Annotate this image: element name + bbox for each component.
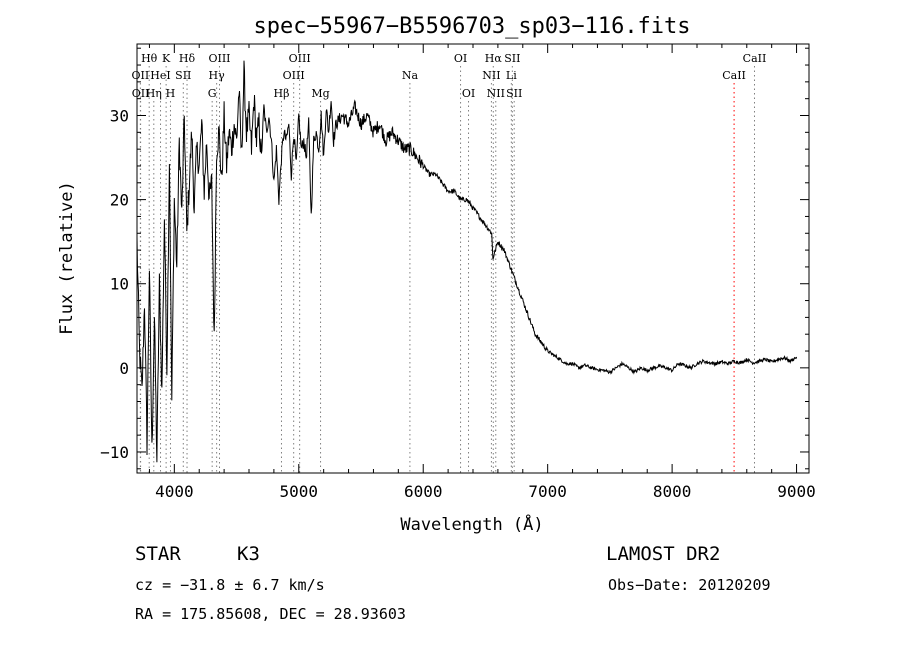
x-tick-label: 9000 <box>777 482 816 501</box>
x-axis-label: Wavelength (Å) <box>400 513 543 535</box>
spectrum-line <box>137 60 798 463</box>
obs-date-text: Obs−Date: 20120209 <box>608 576 771 594</box>
redshift-text: cz = −31.8 ± 6.7 km/s <box>135 576 325 594</box>
line-marker-label: SII <box>506 87 522 100</box>
line-marker-label: OII <box>132 69 150 82</box>
line-marker-label: Hδ <box>179 52 196 65</box>
line-marker-label: CaII <box>743 52 767 65</box>
y-axis-label: Flux (relative) <box>57 181 77 335</box>
line-marker-label: NII <box>487 87 505 100</box>
line-marker-label: Hη <box>146 87 162 100</box>
line-marker-label: SII <box>175 69 191 82</box>
line-marker-label: Mg <box>311 87 329 100</box>
y-tick-label: −10 <box>100 443 129 462</box>
line-marker-label: Hθ <box>141 52 158 65</box>
line-marker-label: Hβ <box>274 87 290 100</box>
object-class: STAR <box>135 543 181 565</box>
line-marker-label: HeI <box>150 69 170 82</box>
x-axis: 4000 5000 6000 7000 8000 9000 <box>148 44 816 501</box>
line-marker-label: OIII <box>283 69 305 82</box>
line-marker-label: OII <box>132 87 150 100</box>
y-tick-label: 0 <box>119 359 129 378</box>
line-marker-label: SII <box>504 52 520 65</box>
x-tick-label: 4000 <box>155 482 194 501</box>
line-marker-label: OI <box>454 52 467 65</box>
line-marker-label: CaII <box>722 69 746 82</box>
info-panel: STAR K3 LAMOST DR2 cz = −31.8 ± 6.7 km/s… <box>135 543 771 623</box>
x-tick-label: 6000 <box>404 482 443 501</box>
chart-title-group: spec−55967−B5596703_sp03−116.fits <box>253 14 690 39</box>
line-marker-label: OIII <box>208 52 230 65</box>
chart-title: spec−55967−B5596703_sp03−116.fits <box>253 14 690 39</box>
line-marker-label: Na <box>402 69 419 82</box>
object-subclass: K3 <box>237 543 260 565</box>
line-marker-label: K <box>162 52 171 65</box>
line-marker-label: H <box>166 87 176 100</box>
x-tick-label: 8000 <box>653 482 692 501</box>
y-tick-label: 10 <box>110 275 129 294</box>
y-tick-label: 30 <box>110 107 129 126</box>
y-tick-label: 20 <box>110 191 129 210</box>
y-axis: −10 0 10 20 30 <box>100 47 809 470</box>
line-marker-label: Li <box>506 69 517 82</box>
line-marker-label: NII <box>482 69 500 82</box>
x-tick-label: 7000 <box>528 482 567 501</box>
line-marker-label: G <box>208 87 217 100</box>
coordinates-text: RA = 175.85608, DEC = 28.93603 <box>135 605 406 623</box>
survey-name: LAMOST DR2 <box>606 543 720 565</box>
line-marker-label: Hα <box>485 52 503 65</box>
line-marker-label: OIII <box>289 52 311 65</box>
x-tick-label: 5000 <box>280 482 319 501</box>
line-marker-label: OI <box>462 87 475 100</box>
line-marker-label: Hγ <box>209 69 226 82</box>
